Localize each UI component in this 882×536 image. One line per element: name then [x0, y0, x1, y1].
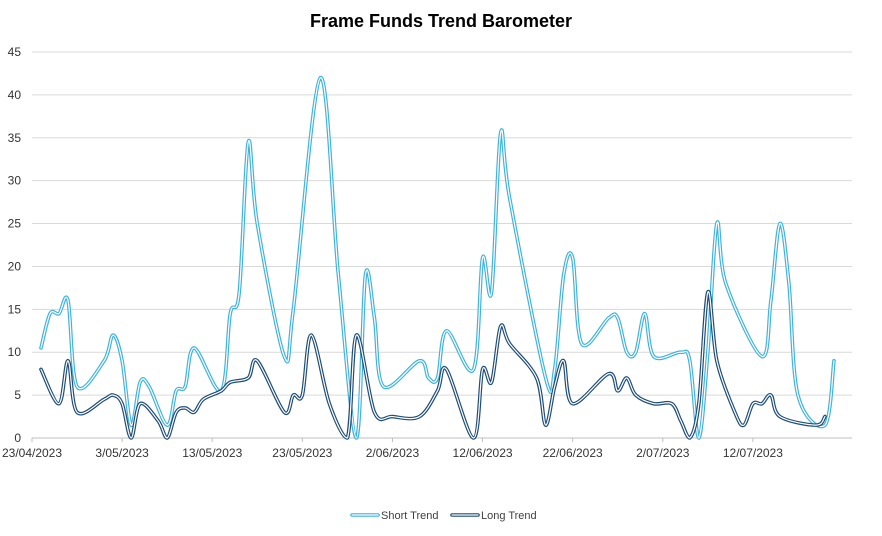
- chart-title: Frame Funds Trend Barometer: [310, 11, 572, 31]
- series-line-core-short-trend: [40, 77, 835, 439]
- series-lines: [39, 75, 836, 440]
- y-tick-label: 25: [8, 217, 22, 231]
- gridlines: [32, 51, 852, 439]
- x-tick-label: 2/07/2023: [636, 446, 690, 460]
- y-tick-label: 45: [8, 45, 22, 59]
- y-axis-ticks: 0 5 10 15 20 25 30 35 40 45: [8, 45, 22, 445]
- legend-label: Long Trend: [481, 510, 537, 522]
- x-tick-label: 22/06/2023: [543, 446, 603, 460]
- y-tick-label: 0: [14, 431, 21, 445]
- x-tick-label: 2/06/2023: [366, 446, 420, 460]
- legend-label: Short Trend: [381, 510, 438, 522]
- legend-item-long-trend: Long Trend: [450, 510, 537, 522]
- series-line-core-long-trend: [40, 291, 826, 439]
- y-tick-label: 20: [8, 259, 22, 273]
- y-tick-label: 10: [8, 345, 22, 359]
- y-tick-label: 5: [14, 388, 21, 402]
- y-tick-label: 15: [8, 302, 22, 316]
- x-tick-label: 23/04/2023: [2, 446, 62, 460]
- series-short-trend: [39, 75, 836, 440]
- legend: Short Trend Long Trend: [350, 510, 537, 522]
- legend-item-short-trend: Short Trend: [350, 510, 438, 522]
- y-tick-label: 40: [8, 88, 22, 102]
- x-axis-ticks: 23/04/2023 3/05/2023 13/05/2023 23/05/2023 2…: [2, 438, 783, 460]
- x-tick-label: 3/05/2023: [95, 446, 149, 460]
- y-tick-label: 35: [8, 131, 22, 145]
- y-tick-label: 30: [8, 174, 22, 188]
- x-tick-label: 12/06/2023: [453, 446, 513, 460]
- x-tick-label: 12/07/2023: [723, 446, 783, 460]
- x-tick-label: 13/05/2023: [182, 446, 242, 460]
- x-tick-label: 23/05/2023: [272, 446, 332, 460]
- series-line-short-trend: [39, 75, 836, 440]
- series-long-trend: [39, 290, 827, 440]
